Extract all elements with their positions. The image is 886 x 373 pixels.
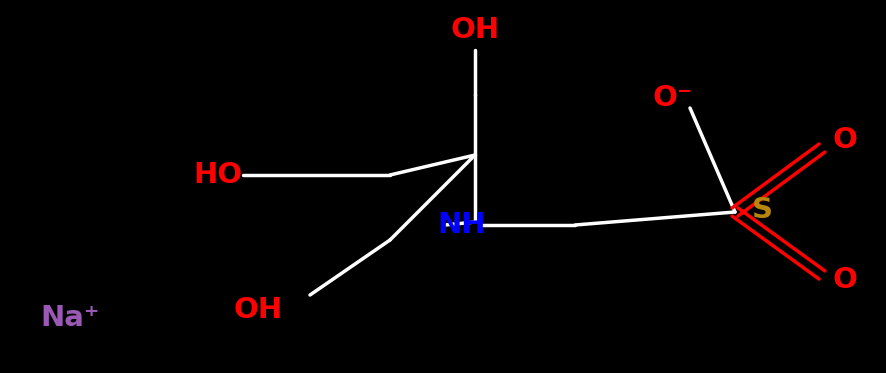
Text: NH: NH xyxy=(438,211,486,239)
Text: O⁻: O⁻ xyxy=(652,84,692,112)
Text: O: O xyxy=(832,126,857,154)
Text: OH: OH xyxy=(233,296,283,324)
Text: S: S xyxy=(750,196,772,224)
Text: OH: OH xyxy=(450,16,499,44)
Text: HO: HO xyxy=(193,161,242,189)
Text: Na⁺: Na⁺ xyxy=(40,304,99,332)
Text: O: O xyxy=(832,266,857,294)
